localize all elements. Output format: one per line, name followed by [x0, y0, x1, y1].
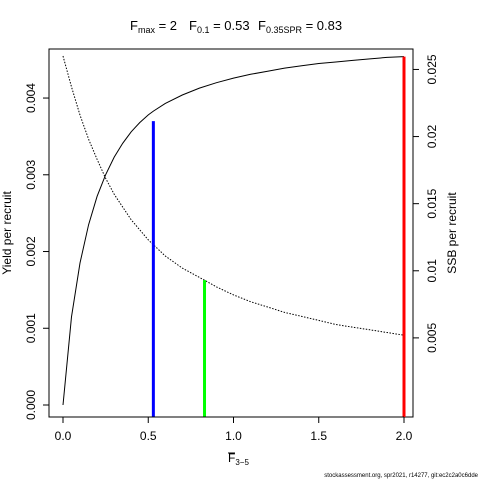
- y-axis-left: 0.000 0.001 0.002 0.003 0.004: [24, 83, 50, 420]
- y-axis-left-label: Yield per recruit: [0, 191, 14, 275]
- y-left-tick-label: 0.001: [24, 313, 38, 343]
- y-right-tick-label: 0.015: [425, 188, 439, 218]
- y-left-tick-label: 0.000: [24, 390, 38, 420]
- x-tick-label: 0.0: [55, 429, 72, 443]
- y-right-tick-label: 0.005: [425, 323, 439, 353]
- x-tick-label: 2.0: [396, 429, 413, 443]
- y-left-tick-label: 0.002: [24, 236, 38, 266]
- x-tick-label: 1.0: [225, 429, 242, 443]
- x-axis: 0.0 0.5 1.0 1.5 2.0: [55, 416, 413, 443]
- x-axis-label: F3−5: [228, 451, 249, 467]
- y-left-tick-label: 0.004: [24, 83, 38, 113]
- y-right-tick-label: 0.01: [425, 259, 439, 283]
- footer-note: stockassessment.org, spr2021, r14277, gi…: [324, 473, 478, 479]
- header-f035spr: F0.35SPR = 0.83: [258, 18, 342, 35]
- ssb-per-recruit-line: [62, 55, 405, 336]
- header-f01: F0.1 = 0.53: [189, 18, 250, 35]
- y-left-tick-label: 0.003: [24, 159, 38, 189]
- x-tick-label: 1.5: [310, 429, 327, 443]
- y-right-tick-label: 0.025: [425, 54, 439, 84]
- header-fmax: Fmax = 2: [130, 18, 177, 35]
- x-tick-label: 0.5: [140, 429, 157, 443]
- plot-marks: [62, 55, 406, 417]
- chart-header: Fmax = 2 F0.1 = 0.53 F0.35SPR = 0.83: [130, 18, 342, 35]
- y-axis-right: 0.005 0.01 0.015 0.02 0.025: [412, 54, 439, 353]
- yield-per-recruit-line: [62, 56, 405, 406]
- y-right-tick-label: 0.02: [425, 125, 439, 149]
- y-axis-right-label: SSB per recruit: [445, 192, 459, 274]
- plot-frame: [48, 48, 414, 418]
